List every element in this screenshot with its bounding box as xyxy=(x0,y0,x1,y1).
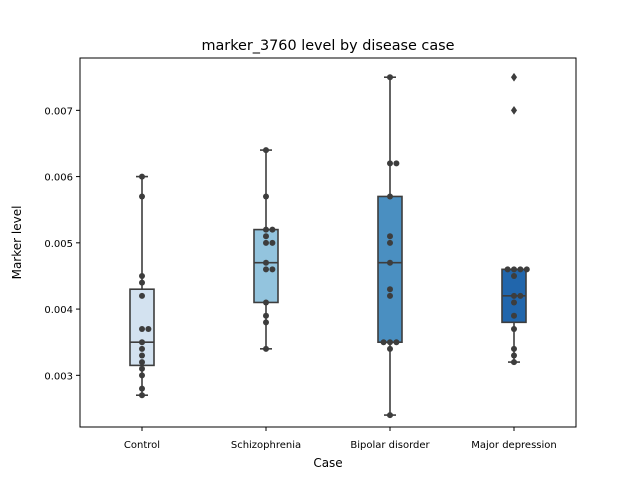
chart-title: marker_3760 level by disease case xyxy=(201,38,454,54)
data-point xyxy=(139,372,145,379)
data-point xyxy=(387,345,393,352)
data-point xyxy=(393,339,400,346)
data-point xyxy=(139,339,145,346)
outlier-marker xyxy=(510,105,518,115)
data-point xyxy=(511,272,517,279)
data-point xyxy=(139,292,145,299)
data-point xyxy=(145,325,152,332)
data-point xyxy=(387,160,393,167)
data-point xyxy=(139,173,145,180)
axes: 0.003 0.004 0.005 0.006 0.007 Control Schizoph… xyxy=(44,106,556,451)
data-point xyxy=(263,266,269,273)
data-point xyxy=(263,319,269,326)
data-point xyxy=(139,385,145,392)
y-tick-label: 0.005 xyxy=(44,239,73,250)
data-point xyxy=(139,359,145,366)
data-point xyxy=(387,239,393,246)
data-point xyxy=(139,279,145,286)
data-point xyxy=(517,292,524,299)
data-point xyxy=(511,299,517,306)
data-point xyxy=(511,352,517,359)
y-tick-label: 0.004 xyxy=(44,305,73,316)
outlier-marker xyxy=(510,72,518,82)
data-point xyxy=(139,193,145,200)
data-point xyxy=(263,299,269,306)
data-point xyxy=(263,312,269,319)
x-axis-label: Case xyxy=(313,456,342,470)
data-point xyxy=(393,160,400,167)
data-point xyxy=(139,392,145,399)
data-point xyxy=(387,339,393,346)
data-point xyxy=(387,233,393,240)
data-point xyxy=(263,259,269,266)
data-point xyxy=(139,272,145,279)
data-point xyxy=(517,266,524,273)
data-point xyxy=(263,147,269,154)
y-tick-label: 0.007 xyxy=(44,106,73,117)
data-point xyxy=(511,312,517,319)
x-tick-label: Major depression xyxy=(471,440,557,451)
data-point xyxy=(139,325,145,332)
data-point xyxy=(387,412,393,419)
data-point xyxy=(263,233,269,240)
data-point xyxy=(380,339,387,346)
x-tick-label: Control xyxy=(124,440,160,451)
data-point xyxy=(511,325,517,332)
data-point xyxy=(511,266,517,273)
data-point xyxy=(269,226,276,233)
data-point xyxy=(387,74,393,81)
data-point xyxy=(139,352,145,359)
data-point xyxy=(523,266,530,273)
y-tick-label: 0.006 xyxy=(44,173,73,184)
data-point xyxy=(511,292,517,299)
x-tick-label: Bipolar disorder xyxy=(350,440,430,451)
data-point xyxy=(511,345,517,352)
data-point xyxy=(263,226,269,233)
data-point xyxy=(263,239,269,246)
box xyxy=(377,195,403,344)
data-point xyxy=(504,266,511,273)
data-point xyxy=(387,259,393,266)
data-point xyxy=(387,286,393,293)
data-point xyxy=(139,365,145,372)
data-point xyxy=(269,239,276,246)
box-group xyxy=(377,76,403,416)
data-point xyxy=(269,266,276,273)
x-tick-label: Schizophrenia xyxy=(231,440,301,451)
plot-area xyxy=(129,72,530,419)
y-axis-label: Marker level xyxy=(10,206,24,280)
data-point xyxy=(387,292,393,299)
data-point xyxy=(263,193,269,200)
data-point xyxy=(387,193,393,200)
data-point xyxy=(139,345,145,352)
data-point xyxy=(263,345,269,352)
data-point xyxy=(511,359,517,366)
y-tick-label: 0.003 xyxy=(44,371,73,382)
